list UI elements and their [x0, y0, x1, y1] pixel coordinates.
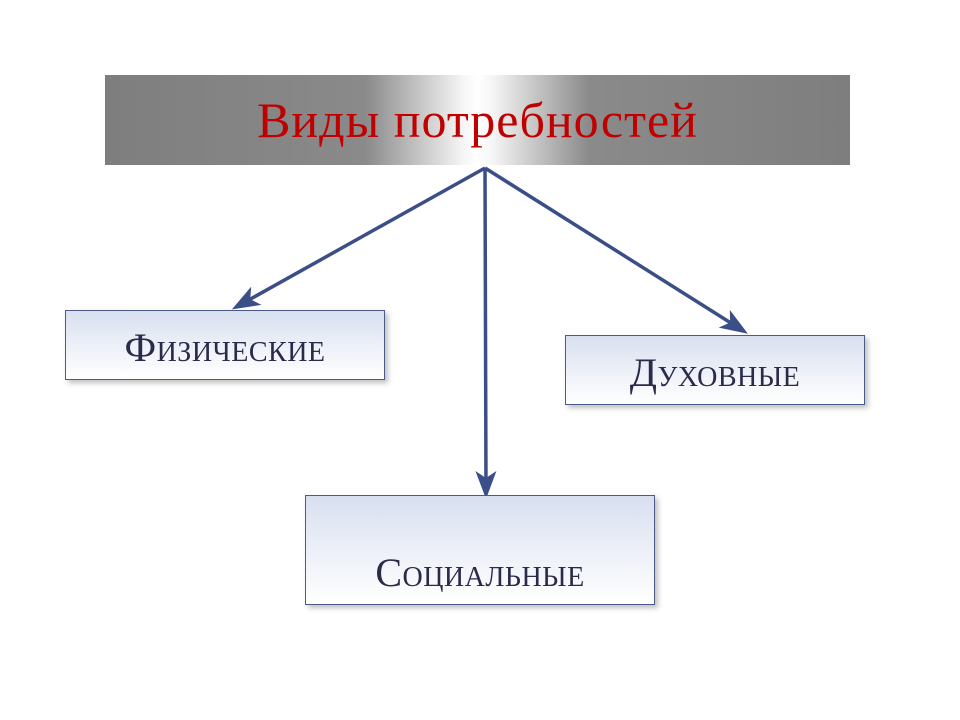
arrow-to-social — [485, 168, 486, 492]
arrow-to-physical — [238, 168, 485, 306]
arrow-to-spiritual — [485, 168, 742, 330]
node-spiritual-label: Духовные — [630, 349, 801, 396]
title-banner: Виды потребностей — [105, 75, 850, 165]
diagram-stage: Виды потребностей Физические Духовные Со… — [0, 0, 960, 720]
node-spiritual: Духовные — [565, 335, 865, 405]
node-physical: Физические — [65, 310, 385, 380]
title-text: Виды потребностей — [257, 91, 698, 149]
node-social-label: Социальные — [375, 549, 584, 596]
node-social: Социальные — [305, 495, 655, 605]
node-physical-label: Физические — [124, 324, 325, 371]
